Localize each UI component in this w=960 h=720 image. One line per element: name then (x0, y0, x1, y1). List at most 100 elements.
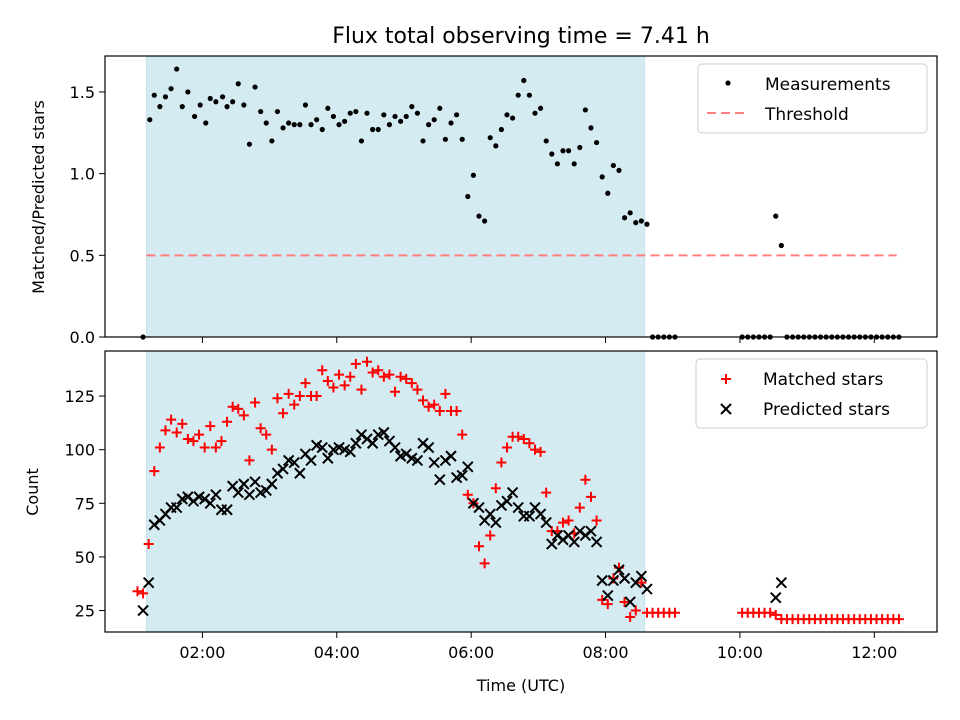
predicted-star-point (770, 591, 782, 604)
predicted-star-point (775, 576, 788, 589)
predicted-stars-points (137, 426, 788, 617)
measurement-point (482, 218, 488, 224)
measurement-point (191, 113, 198, 120)
measurement-point (147, 117, 153, 123)
measurement-point (269, 138, 275, 144)
predicted-star-point (238, 478, 250, 490)
measurement-point (174, 66, 180, 72)
matched-star-point (238, 410, 249, 421)
measurement-point (370, 126, 376, 133)
chart-title: Flux total observing time = 7.41 h (332, 24, 710, 49)
matched-star-point (255, 423, 266, 434)
measurement-point (213, 99, 219, 105)
measurement-point (476, 213, 482, 219)
measurement-point (403, 113, 409, 120)
predicted-star-point (534, 508, 547, 520)
measurement-point (381, 112, 387, 118)
predicted-star-point (490, 516, 502, 529)
matched-star-point (585, 491, 596, 502)
measurement-point (582, 107, 588, 113)
matched-star-point (177, 418, 188, 429)
predicted-star-point (316, 441, 328, 454)
top-axes-frame (104, 55, 938, 338)
measurement-point (560, 148, 566, 154)
predicted-star-point (350, 437, 362, 449)
matched-star-point (490, 483, 501, 494)
top-legend: Measurements Threshold (697, 63, 928, 134)
predicted-star-point (635, 570, 648, 582)
predicted-star-point (523, 510, 536, 522)
y-tick-label: 25 (75, 602, 95, 621)
measurement-point (207, 95, 213, 102)
measurement-point (437, 105, 443, 111)
matched-star-point (541, 487, 552, 498)
measurement-point (157, 104, 163, 110)
measurement-point (504, 112, 510, 118)
predicted-star-point (428, 456, 440, 469)
measurement-point (179, 104, 185, 110)
matched-star-point (160, 425, 171, 436)
measurement-point (235, 81, 241, 87)
matched-star-point (457, 429, 468, 440)
measurement-point (246, 141, 253, 147)
measurement-point (778, 242, 784, 249)
predicted-star-point (540, 516, 552, 529)
matched-star-point (574, 502, 585, 513)
measurement-point (409, 104, 415, 110)
measurement-point (386, 122, 393, 128)
x-tick-label: 02:00 (179, 643, 225, 662)
measurement-point (203, 120, 209, 126)
matched-star-point (311, 391, 322, 402)
predicted-star-point (411, 454, 424, 467)
measurement-point (532, 110, 538, 116)
measurement-point (554, 161, 560, 167)
matched-star-point (390, 386, 401, 397)
predicted-star-point (266, 478, 278, 490)
measurement-point (487, 135, 493, 141)
measurement-point (241, 102, 247, 108)
predicted-star-point (624, 596, 636, 608)
measurement-point (537, 105, 544, 111)
measurement-point (330, 113, 337, 120)
matched-star-point (529, 444, 540, 455)
matched-star-point (154, 442, 165, 453)
bottom-legend: Matched stars Predicted stars (695, 358, 928, 429)
matched-star-point (418, 395, 429, 406)
matched-star-point (485, 530, 496, 541)
predicted-star-point (596, 574, 608, 587)
measurement-point (392, 113, 398, 120)
matched-star-point (451, 406, 462, 417)
measurement-point (342, 118, 348, 124)
y-tick-label: 0.0 (70, 328, 95, 347)
y-tick-label: 50 (75, 548, 95, 567)
predicted-star-point (294, 467, 306, 479)
measurement-point (621, 215, 628, 221)
predicted-star-point (456, 469, 468, 482)
measurement-points (140, 66, 902, 340)
x-tick-label: 10:00 (717, 643, 763, 662)
measurement-point (644, 221, 650, 227)
measurement-point (297, 122, 303, 128)
predicted-star-point (585, 525, 597, 537)
bottom-observing-window-shade (145, 350, 646, 633)
measurement-point (414, 110, 421, 116)
matched-star-point (765, 607, 776, 618)
measurement-point (599, 174, 605, 180)
matched-star-point (300, 378, 311, 389)
matched-star-point (384, 369, 395, 380)
matched-star-point (591, 515, 602, 526)
predicted-star-point (568, 536, 580, 548)
matched-star-point (524, 438, 535, 449)
measurement-point (431, 117, 437, 123)
matched-star-point (423, 401, 434, 412)
predicted-star-point (137, 604, 149, 617)
top-observing-window-shade (145, 55, 646, 338)
measurement-point (510, 115, 516, 121)
measurement-point (448, 120, 454, 126)
measurement-point (588, 125, 594, 131)
matched-star-point (395, 371, 406, 382)
predicted-star-point (243, 489, 256, 501)
matched-star-point (563, 515, 574, 526)
matched-star-point (356, 384, 367, 395)
